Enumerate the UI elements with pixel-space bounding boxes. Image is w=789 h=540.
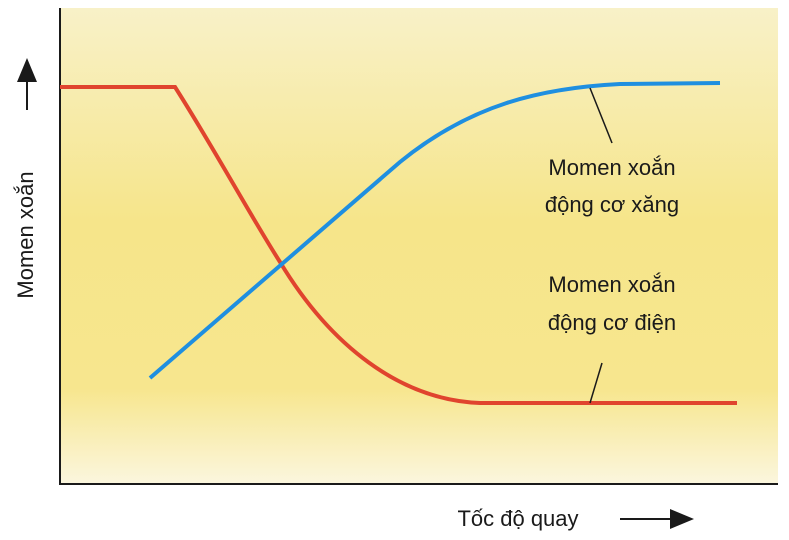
leader-line xyxy=(589,362,603,404)
x-axis-label: Tốc độ quay xyxy=(457,506,578,531)
annotation-line: Momen xoắn xyxy=(548,272,675,297)
annotation-line: Momen xoắn xyxy=(548,155,675,180)
y-axis-label: Momen xoắn xyxy=(13,171,38,298)
annotation-line: động cơ xăng xyxy=(545,192,679,217)
leader-line xyxy=(589,87,613,144)
axes xyxy=(59,8,778,485)
electric-motor-curve xyxy=(60,85,737,405)
annotation-line: động cơ điện xyxy=(548,310,676,335)
plot-area xyxy=(60,8,778,484)
gasoline-engine-curve xyxy=(148,81,721,380)
